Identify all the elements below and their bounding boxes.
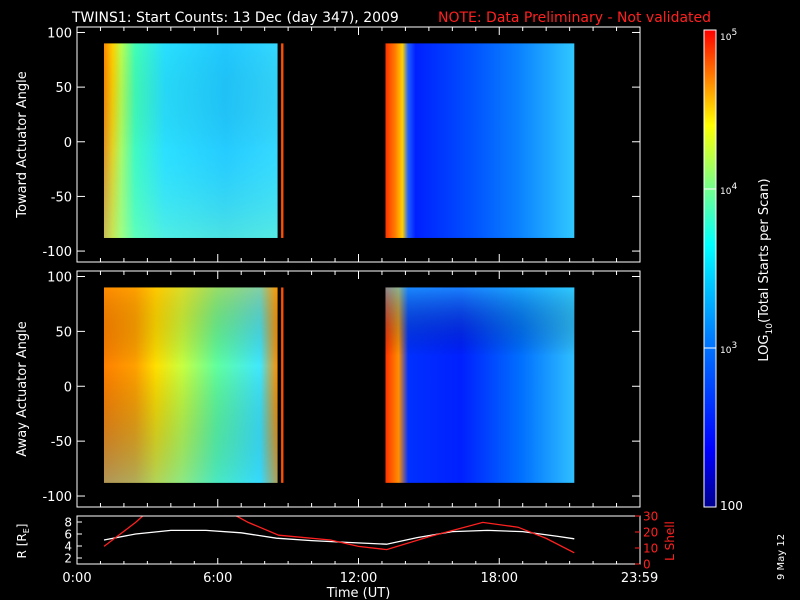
figure-title: TWINS1: Start Counts: 13 Dec (day 347), …	[71, 10, 399, 26]
r-distance-line	[103, 529, 575, 545]
l-tick-label: 0	[643, 558, 651, 572]
y-tick-label: -50	[51, 435, 72, 450]
y-tick-label: 50	[55, 325, 72, 340]
y-tick-label: 0	[64, 136, 72, 151]
colorbar-tick-label: 100	[720, 499, 743, 513]
time-tick-label: 23:59	[621, 571, 658, 586]
colorbar-tick-label: 105	[720, 28, 737, 43]
r-axis-label: R [RE]	[15, 524, 31, 559]
away-heatmap-shade	[385, 287, 575, 483]
colorbar-tick-label: 103	[720, 341, 737, 356]
l-tick-label: 30	[643, 510, 658, 524]
l-shell-axis-label: L Shell	[663, 521, 677, 561]
colorbar: 105 104 103 100 LOG10(Total Starts per Scan…	[703, 28, 775, 513]
r-tick-label: 2	[64, 552, 72, 566]
l-tick-label: 10	[643, 542, 658, 556]
y-tick-label: 100	[47, 26, 72, 41]
l-shell-line	[103, 516, 144, 547]
y-tick-label: -100	[42, 490, 72, 505]
toward-heatmap-segment	[385, 43, 575, 238]
y-tick-label: 50	[55, 81, 72, 96]
r-tick-label: 8	[64, 516, 72, 530]
y-tick-label: 0	[64, 380, 72, 395]
toward-ylabel: Toward Actuator Angle	[15, 71, 30, 218]
time-tick-label: 0:00	[62, 571, 91, 586]
colorbar-label: LOG10(Total Starts per Scan)	[757, 178, 775, 361]
l-tick-label: 20	[643, 526, 658, 540]
r-tick-label: 4	[64, 540, 72, 554]
away-heatmap-shade	[103, 287, 278, 483]
y-tick-label: -100	[42, 245, 72, 260]
orbit-frame	[76, 515, 641, 565]
l-shell-line	[236, 516, 575, 554]
time-tick-label: 12:00	[340, 571, 377, 586]
away-heatmap-segment	[281, 287, 284, 483]
preliminary-note: NOTE: Data Preliminary - Not validated	[438, 10, 711, 26]
r-tick-label: 6	[64, 528, 72, 542]
date-stamp: 9 May 12	[776, 534, 787, 580]
away-panel: 100 50 0 -50 -100 Away Actuator Angle	[15, 270, 641, 508]
colorbar-tick-label: 104	[720, 182, 737, 197]
away-ylabel: Away Actuator Angle	[15, 321, 30, 456]
y-tick-label: 100	[47, 270, 72, 285]
toward-heatmap-segment	[281, 43, 284, 238]
time-axis-label: Time (UT)	[326, 586, 391, 600]
time-tick-label: 18:00	[481, 571, 518, 586]
time-tick-label: 6:00	[203, 571, 232, 586]
toward-panel: 100 50 0 -50 -100 Toward Actuator Angle	[15, 26, 641, 263]
colorbar-gradient	[703, 29, 717, 508]
toward-heatmap-shade	[103, 43, 278, 238]
y-tick-label: -50	[51, 190, 72, 205]
